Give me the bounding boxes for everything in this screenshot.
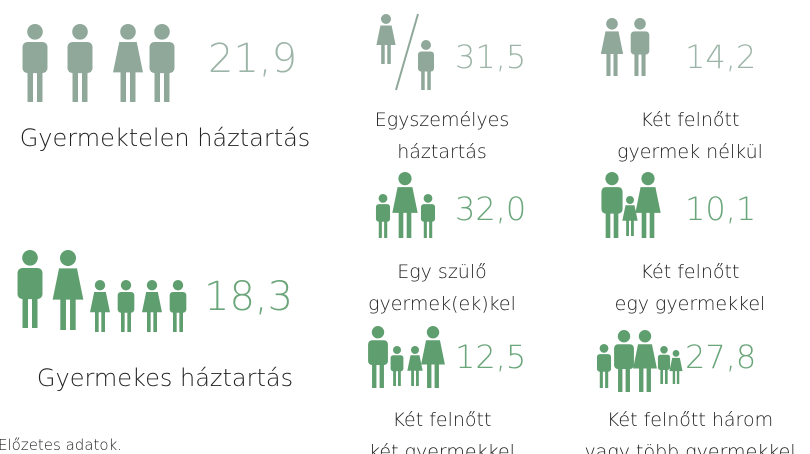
person-icon xyxy=(418,40,434,90)
person-icon xyxy=(390,346,404,386)
person-icon xyxy=(657,346,671,384)
group-label: Gyermektelen háztartás xyxy=(20,124,311,152)
person-icon xyxy=(630,18,650,76)
person-icon xyxy=(614,330,634,392)
item-label: Két felnőtt xyxy=(641,109,740,131)
item-label: háztartás xyxy=(397,141,487,163)
group-value: 21,9 xyxy=(208,36,297,82)
item-label: Egy szülő xyxy=(397,261,487,283)
person-icon xyxy=(635,172,661,238)
person-icon xyxy=(633,330,657,392)
person-icon xyxy=(601,172,623,238)
item-label: gyermek(ek)kel xyxy=(368,293,516,315)
group-label: Gyermekes háztartás xyxy=(37,364,293,392)
person-icon xyxy=(375,194,391,238)
item-value: 31,5 xyxy=(455,38,526,76)
person-icon xyxy=(117,280,135,332)
person-icon xyxy=(622,196,638,236)
divider xyxy=(395,13,419,91)
person-icon xyxy=(669,350,683,384)
person-icon xyxy=(169,280,187,332)
item-label: Egyszemélyes xyxy=(375,109,510,131)
item-label: vagy több gyermekkel xyxy=(584,441,795,454)
item-label: két gyermekkel xyxy=(369,441,515,454)
person-icon xyxy=(67,24,93,102)
person-icon xyxy=(17,249,43,328)
person-icon xyxy=(421,326,445,388)
person-icon xyxy=(407,346,423,386)
item-value: 32,0 xyxy=(455,190,526,228)
person-icon xyxy=(420,194,436,238)
footnote: Előzetes adatok. xyxy=(0,436,122,454)
item-label: Két felnőtt xyxy=(641,261,740,283)
person-icon xyxy=(22,24,48,102)
item-value: 10,1 xyxy=(685,190,756,228)
item-value: 27,8 xyxy=(685,338,756,376)
item-label: Két felnőtt xyxy=(393,409,492,431)
person-icon xyxy=(368,326,388,388)
person-icon xyxy=(596,344,612,388)
person-icon xyxy=(392,172,418,238)
person-icon xyxy=(90,280,110,332)
person-icon xyxy=(600,18,624,76)
item-label: Két felnőtt három xyxy=(607,409,773,431)
person-icon xyxy=(52,250,84,330)
person-icon xyxy=(376,14,396,64)
person-icon xyxy=(113,24,143,102)
item-value: 12,5 xyxy=(455,338,526,376)
item-label: egy gyermekkel xyxy=(615,293,766,315)
person-icon xyxy=(142,280,162,332)
person-icon xyxy=(149,24,175,102)
group-value: 18,3 xyxy=(204,274,293,320)
item-value: 14,2 xyxy=(685,38,756,76)
item-label: gyermek nélkül xyxy=(617,141,763,163)
